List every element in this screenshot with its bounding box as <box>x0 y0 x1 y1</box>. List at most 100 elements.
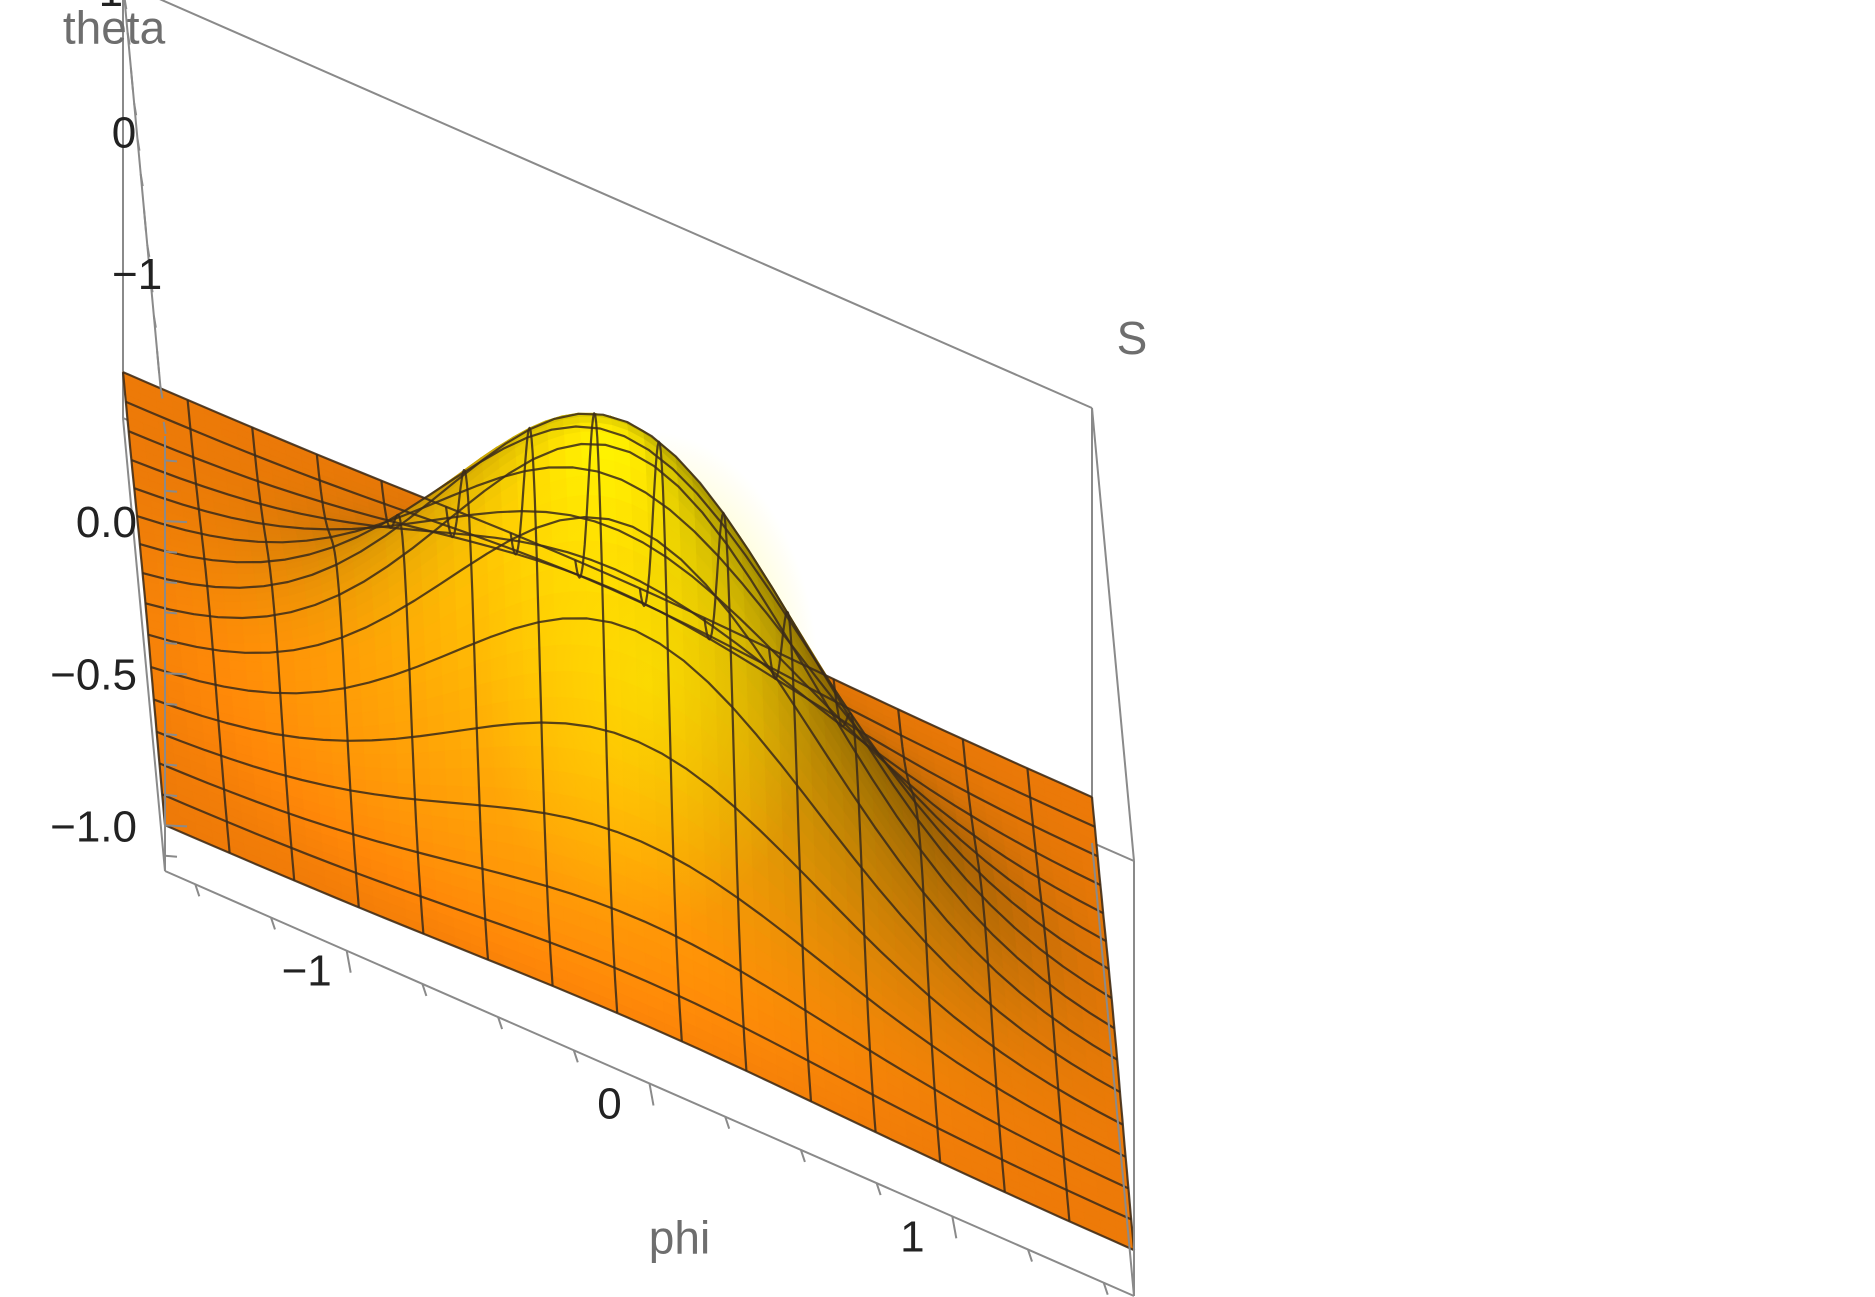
surface-patch <box>294 668 313 683</box>
mesh-line-phi <box>1090 797 1136 1251</box>
phi-tick-mark <box>875 1182 882 1196</box>
surface-patch <box>347 753 366 769</box>
surface-patch <box>361 709 380 728</box>
surface-patch <box>479 804 497 826</box>
mesh-line-theta <box>161 793 1132 1221</box>
surface-patch <box>234 550 253 558</box>
mesh-line-phi <box>186 399 231 854</box>
surface-patch <box>244 652 263 663</box>
axis-label-phi: phi <box>649 1212 710 1264</box>
surface-patch <box>245 661 264 673</box>
mesh-line-phi <box>509 426 554 986</box>
mesh-line-phi <box>121 371 167 826</box>
s-tick-mark <box>164 733 178 737</box>
surface-patch <box>446 785 464 805</box>
surface-patch <box>314 738 333 753</box>
mesh-line-phi <box>1026 768 1071 1222</box>
s-tick-mark <box>164 702 178 706</box>
phi-tick-mark <box>1027 1249 1033 1262</box>
surface-mesh <box>121 371 1136 1252</box>
surface-patch <box>411 734 430 754</box>
surface-patch <box>279 692 298 705</box>
surface-patch <box>312 702 331 717</box>
surface-patch <box>261 661 280 673</box>
surface-patch <box>462 803 481 823</box>
mesh-line-theta <box>122 371 1093 799</box>
theta-tick-label: 1 <box>99 0 123 16</box>
surface-patch <box>262 671 280 684</box>
surface-patch <box>462 786 481 806</box>
theta-tick-label: 0 <box>112 109 136 158</box>
mesh-line-theta <box>125 400 1096 828</box>
surface-patch <box>296 703 315 717</box>
peak-highlight <box>478 431 819 932</box>
mesh-line-phi <box>897 709 942 1163</box>
surface-patch <box>428 750 447 770</box>
box-edge <box>159 0 1093 409</box>
s-tick-mark <box>164 489 178 493</box>
box-edge <box>1091 407 1135 862</box>
surface-patch <box>361 694 379 714</box>
surface-patches <box>122 371 1135 1251</box>
s-tick-label: 0.0 <box>76 498 137 547</box>
s-tick-label: −0.5 <box>50 650 137 699</box>
surface-patch <box>394 719 413 740</box>
surface-patch <box>364 753 382 769</box>
s-tick-label: −1.0 <box>50 802 137 851</box>
mesh-line-theta <box>131 458 1101 886</box>
surface-patch <box>239 593 258 603</box>
surface-patch <box>221 573 240 582</box>
surface-patch <box>478 786 497 808</box>
mesh-line-phi <box>251 427 296 881</box>
surface-patch <box>243 634 261 645</box>
phi-tick-mark <box>270 917 276 930</box>
s-tick-mark <box>164 763 178 767</box>
theta-tick-mark <box>129 67 134 91</box>
phi-tick-mark <box>1102 1282 1109 1296</box>
box-edge <box>1091 842 1135 1297</box>
phi-tick-mark <box>497 1016 504 1030</box>
phi-tick-mark <box>724 1116 731 1130</box>
s-tick-mark <box>164 550 178 554</box>
mesh-line-theta <box>156 730 1127 1158</box>
theta-tick-mark <box>159 386 164 399</box>
surface-patch <box>461 767 480 788</box>
s-tick-mark <box>164 793 178 797</box>
phi-tick-mark <box>421 983 428 997</box>
surface-patch <box>246 670 264 683</box>
surface-patch <box>378 722 397 741</box>
surface-patch <box>346 726 365 742</box>
theta-tick-mark <box>156 350 161 374</box>
surface-patch <box>442 690 461 715</box>
surface-patch <box>330 739 349 755</box>
surface-patch <box>458 685 477 712</box>
surface-patch <box>242 625 261 636</box>
theta-tick-label: −1 <box>112 250 162 299</box>
surface-patch <box>460 748 479 769</box>
surface-patch <box>345 712 364 729</box>
surface-patch <box>444 730 462 752</box>
surface-patch <box>460 727 478 751</box>
phi-tick-mark <box>194 883 201 897</box>
surface-patch <box>330 727 349 742</box>
surface-patch <box>224 601 243 611</box>
theta-tick-mark <box>152 315 157 328</box>
surface-patch <box>426 694 445 718</box>
surface-patch <box>277 660 296 673</box>
phi-tick-mark <box>799 1149 806 1163</box>
s-tick-mark <box>164 854 178 858</box>
surface-patch <box>329 714 348 729</box>
surface-patch <box>411 716 429 738</box>
s-tick-mark <box>164 824 188 828</box>
surface-patch <box>395 736 414 755</box>
mesh-line-phi <box>574 412 619 1014</box>
surface-patch <box>227 633 245 645</box>
surface-patch <box>331 752 350 767</box>
surface-patch <box>427 713 445 736</box>
surface-patch <box>237 573 256 582</box>
surface-patch <box>396 752 415 770</box>
mesh-line-theta <box>136 466 1107 943</box>
surface-patch <box>444 749 463 770</box>
surface-patch <box>430 800 449 819</box>
mesh-line-theta <box>139 425 1110 971</box>
